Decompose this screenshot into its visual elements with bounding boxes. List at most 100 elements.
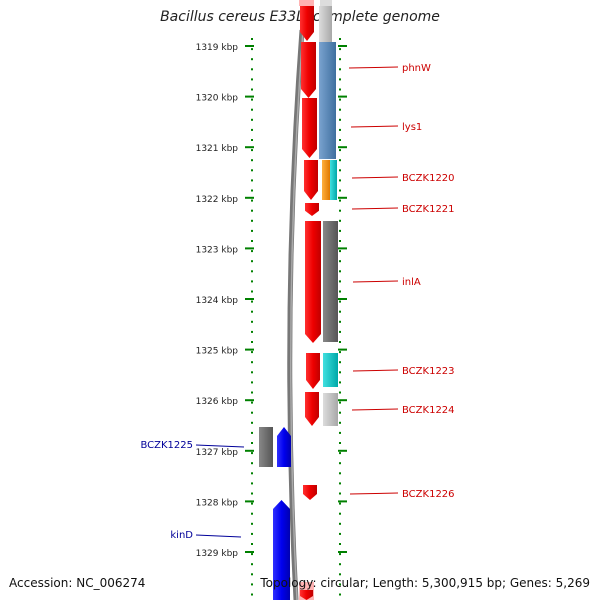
scale-tick-minor (339, 260, 341, 263)
scale-tick-minor (339, 270, 341, 273)
partial-domain-segment (320, 0, 332, 6)
scale-tick-minor (251, 229, 253, 232)
scale-tick-minor (251, 320, 253, 323)
scale-tick-minor (251, 522, 253, 525)
scale-tick-minor (251, 78, 253, 81)
scale-tick-minor (251, 118, 253, 121)
partial-gene-segment (299, 0, 314, 6)
scale-tick-minor (251, 139, 253, 141)
scale-tick-minor (339, 371, 341, 374)
scale-tick-minor (251, 482, 253, 485)
forward-gene-label: BCZK1224 (402, 405, 455, 416)
scale-tick-minor (251, 48, 253, 51)
reverse-gene-arrow (273, 500, 290, 600)
scale-tick-minor (251, 371, 253, 374)
scale-tick-minor (251, 280, 253, 283)
scale-tick-minor (251, 270, 253, 273)
forward-gene-arrow (302, 98, 317, 158)
scale-tick-label: 1327 kbp (196, 448, 239, 458)
scale-tick-minor (339, 48, 341, 51)
scale-tick-minor (339, 159, 341, 162)
scale-tick-minor (339, 179, 341, 182)
scale-tick-minor (251, 58, 253, 61)
accession-text: Accession: NC_006274 (9, 576, 146, 590)
scale-tick-minor (251, 199, 253, 202)
scale-tick-minor (251, 361, 253, 364)
scale-tick-minor (339, 310, 341, 313)
scale-tick-minor (251, 462, 253, 465)
scale-tick-minor (251, 209, 253, 212)
forward-gene-arrow (303, 485, 317, 500)
reverse-gene-label: kinD (170, 530, 193, 541)
scale-tick-minor (251, 452, 253, 455)
forward-label-leader (352, 280, 399, 283)
scale-tick-minor (251, 300, 253, 303)
scale-tick-minor (251, 179, 253, 182)
forward-gene-arrow (306, 353, 320, 389)
scale-tick-minor (339, 431, 341, 434)
scale-tick-minor (339, 149, 341, 152)
scale-tick-minor (251, 219, 253, 222)
scale-tick-minor (251, 502, 253, 505)
scale-tick-minor (251, 431, 253, 434)
scale-tick-minor (339, 563, 341, 566)
scale-tick-minor (339, 128, 341, 131)
scale-tick-minor (251, 583, 253, 586)
scale-tick-minor (339, 553, 341, 556)
scale-tick-minor (251, 341, 253, 343)
forward-gene-arrow (301, 42, 316, 98)
scale-tick-minor (251, 512, 253, 515)
scale-tick-minor (339, 118, 341, 121)
scale-tick-minor (339, 381, 341, 384)
scale-tick-minor (251, 38, 253, 40)
scale-tick-minor (339, 472, 341, 475)
scale-tick-minor (251, 381, 253, 384)
forward-gene-arrow (304, 160, 318, 200)
reverse-gene-arrow (277, 427, 291, 467)
scale-tick-minor (339, 512, 341, 515)
scale-tick-minor (251, 310, 253, 313)
genome-backbone-highlight (290, 29, 304, 600)
scale-tick-minor (339, 209, 341, 212)
forward-gene-arrow (305, 203, 319, 216)
forward-gene-label: phnW (402, 63, 431, 74)
scale-tick-minor (339, 573, 341, 576)
scale-tick-minor (339, 452, 341, 455)
scale-tick-minor (339, 543, 341, 545)
scale-tick-label: 1321 kbp (196, 144, 239, 154)
scale-tick-minor (251, 88, 253, 91)
scale-tick-label: 1319 kbp (196, 43, 239, 53)
scale-tick-minor (251, 563, 253, 566)
scale-tick-label: 1324 kbp (196, 296, 239, 306)
scale-tick-minor (251, 108, 253, 111)
scale-tick-minor (339, 421, 341, 424)
scale-tick-minor (339, 442, 341, 444)
scale-tick-minor (339, 88, 341, 91)
reverse-label-leader (195, 534, 242, 538)
domain-block (259, 427, 273, 467)
scale-tick-label: 1326 kbp (196, 397, 239, 407)
domain-block-partial (319, 6, 332, 42)
scale-tick-label: 1322 kbp (196, 195, 239, 205)
domain-block (330, 160, 337, 200)
domain-block (319, 42, 336, 159)
scale-tick-minor (339, 411, 341, 414)
scale-tick-minor (339, 351, 341, 354)
scale-tick-minor (339, 361, 341, 364)
scale-tick-minor (339, 320, 341, 323)
scale-tick-minor (339, 280, 341, 283)
scale-tick-minor (339, 593, 341, 596)
scale-tick-minor (339, 108, 341, 111)
scale-tick-minor (251, 149, 253, 152)
scale-tick-minor (251, 472, 253, 475)
scale-tick-minor (251, 290, 253, 293)
forward-label-leader (348, 66, 399, 69)
scale-tick-minor (251, 351, 253, 354)
forward-label-leader (351, 408, 399, 411)
reverse-label-leader (195, 444, 245, 448)
forward-label-leader (350, 125, 399, 128)
scale-tick-minor (251, 421, 253, 424)
scale-tick-minor (251, 532, 253, 535)
forward-label-leader (352, 369, 399, 372)
